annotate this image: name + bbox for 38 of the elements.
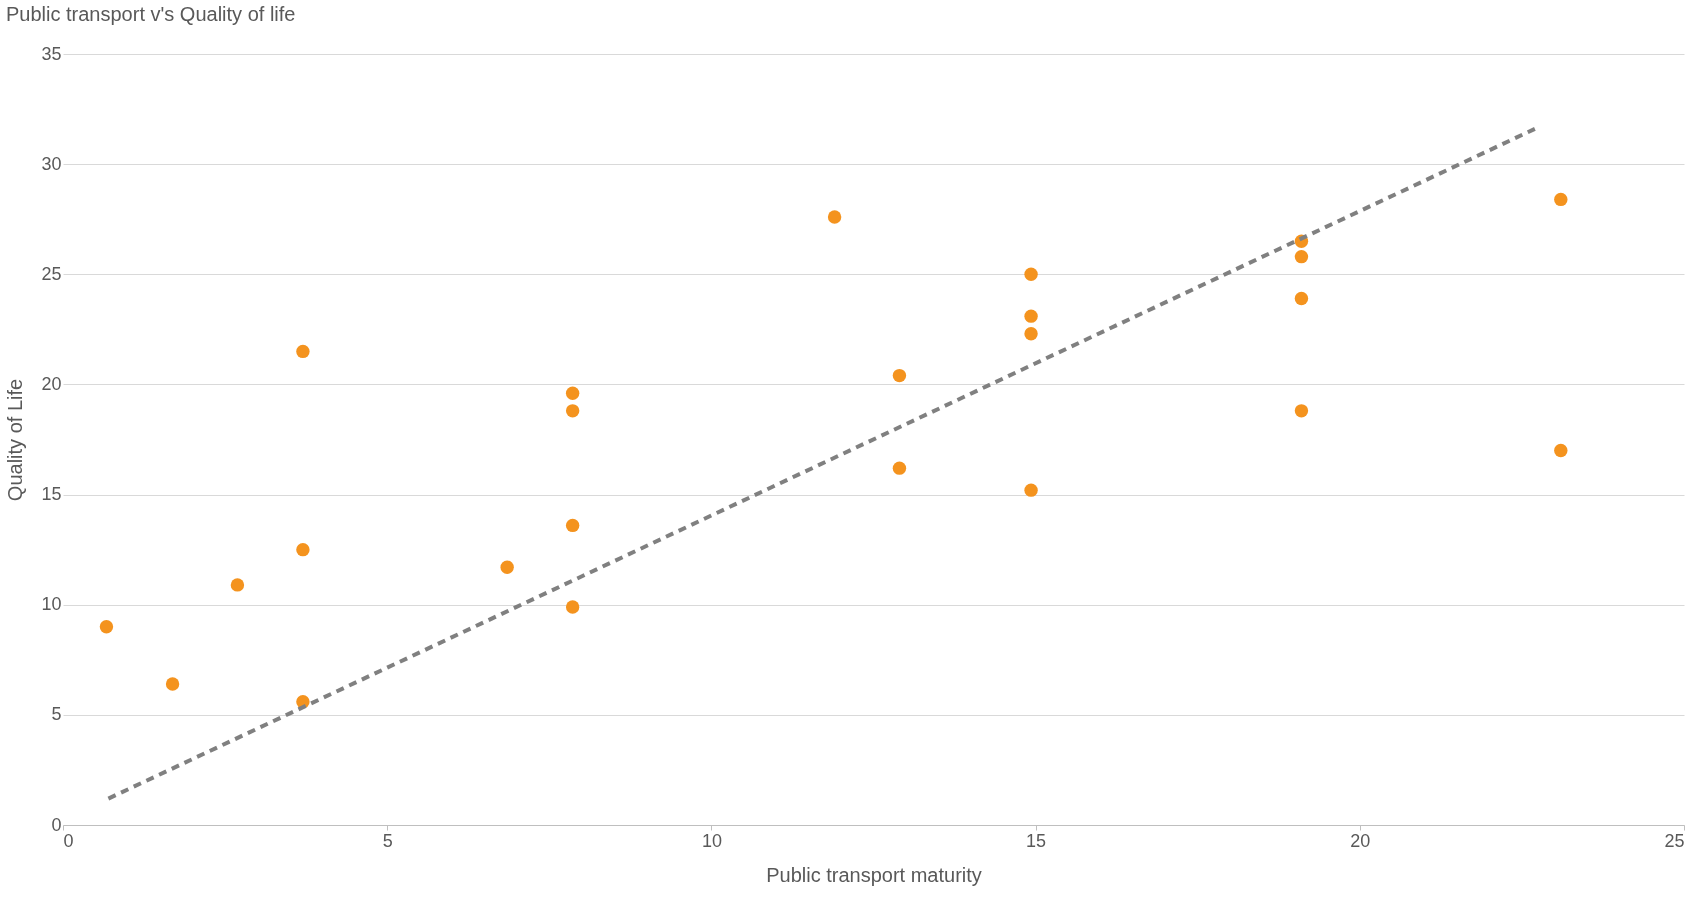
point bbox=[1024, 267, 1038, 281]
point bbox=[500, 560, 514, 574]
y-axis-title: Quality of Life bbox=[4, 378, 27, 502]
x-tick-label: 5 bbox=[382, 830, 393, 851]
y-tick-label: 5 bbox=[51, 704, 62, 725]
x-tick-label: 25 bbox=[1664, 830, 1685, 851]
point bbox=[1554, 443, 1568, 458]
point bbox=[1294, 404, 1309, 418]
x-tick-label: 10 bbox=[701, 830, 722, 851]
point bbox=[1294, 249, 1309, 264]
point bbox=[565, 600, 580, 614]
point bbox=[1024, 327, 1038, 341]
point bbox=[165, 677, 180, 691]
point bbox=[565, 386, 580, 400]
x-axis-title: Public transport maturity bbox=[766, 863, 982, 886]
point bbox=[565, 518, 580, 533]
y-tick-label: 0 bbox=[51, 814, 62, 835]
point bbox=[230, 578, 245, 592]
point bbox=[827, 210, 842, 224]
point bbox=[99, 620, 114, 634]
y-tick-label: 35 bbox=[41, 43, 62, 64]
x-tick-label: 20 bbox=[1350, 830, 1371, 851]
point bbox=[1554, 192, 1568, 207]
chart-title: Public transport v's Quality of life bbox=[5, 3, 296, 25]
point bbox=[892, 368, 907, 383]
y-tick-label: 30 bbox=[41, 153, 62, 174]
point bbox=[892, 461, 907, 475]
x-tick-label: 15 bbox=[1026, 830, 1047, 851]
y-tick-label: 10 bbox=[41, 594, 62, 615]
point bbox=[1294, 291, 1309, 306]
y-tick-label: 15 bbox=[41, 484, 62, 505]
point bbox=[1024, 483, 1038, 497]
point bbox=[565, 404, 580, 418]
point bbox=[296, 542, 310, 557]
y-tick-label: 20 bbox=[41, 373, 62, 394]
y-tick-label: 25 bbox=[41, 263, 62, 284]
point bbox=[296, 344, 310, 359]
point bbox=[1024, 309, 1038, 323]
